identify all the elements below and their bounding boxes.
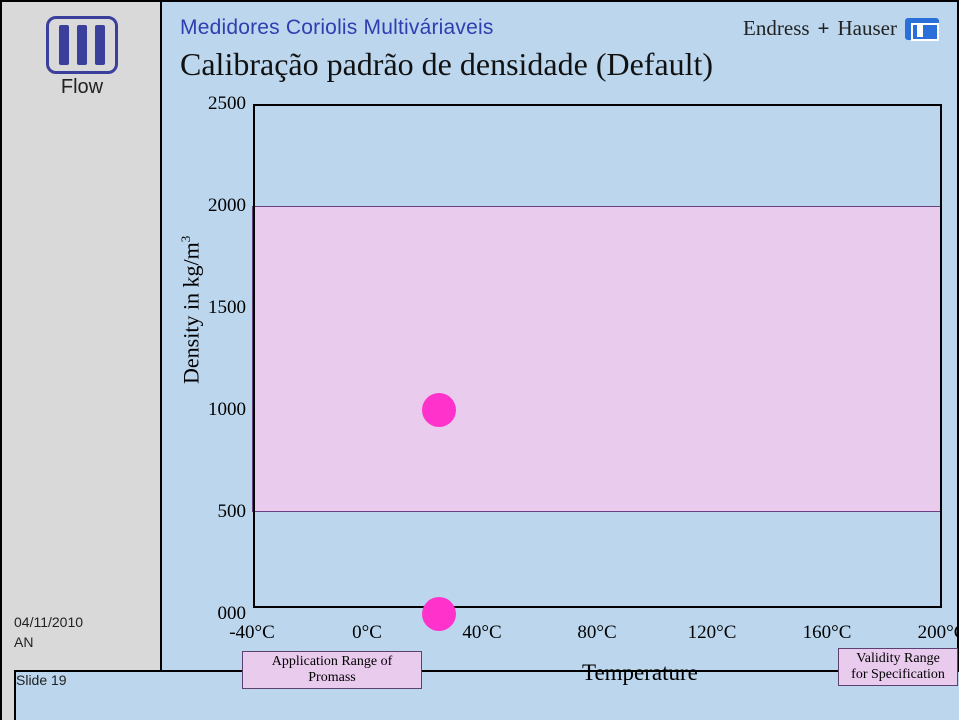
brand-badge-icon	[905, 18, 939, 40]
brand-plus: +	[818, 16, 830, 41]
x-tick: 80°C	[577, 622, 616, 644]
brand-name-2: Hauser	[838, 16, 897, 41]
y-tick: 2500	[186, 93, 246, 115]
y-tick: 1500	[186, 297, 246, 319]
flow-icon	[46, 16, 118, 74]
chart: Density in kg/m3 2500200015001000500000-…	[182, 104, 952, 664]
x-tick: 120°C	[688, 622, 737, 644]
flow-block: Flow	[36, 16, 128, 99]
slide: Flow Medidores Coriolis Multiváriaveis C…	[0, 0, 959, 720]
breadcrumb: Medidores Coriolis Multiváriaveis	[180, 16, 494, 40]
plot-area: 2500200015001000500000-40°C0°C40°C80°C12…	[252, 104, 942, 614]
x-axis-label: Temperature	[582, 660, 698, 686]
chart-frame	[253, 104, 942, 608]
calibration-point	[422, 597, 456, 631]
footer-author: AN	[14, 634, 33, 650]
x-tick: 160°C	[803, 622, 852, 644]
legend-validity-range: Validity Range for Specification	[838, 648, 958, 686]
brand-logo: Endress + Hauser	[743, 16, 939, 41]
page-title: Calibração padrão de densidade (Default)	[180, 46, 713, 83]
x-tick: 40°C	[462, 622, 501, 644]
x-tick: 200°C	[918, 622, 959, 644]
sidebar: Flow	[2, 2, 162, 720]
legend-application-range: Application Range of Promass	[242, 651, 422, 689]
calibration-point	[422, 393, 456, 427]
footer-date: 04/11/2010	[14, 614, 83, 630]
y-tick: 2000	[186, 195, 246, 217]
x-tick: 0°C	[352, 622, 382, 644]
x-tick: -40°C	[229, 622, 275, 644]
y-tick: 500	[186, 501, 246, 523]
footer-slide: Slide 19	[14, 670, 959, 720]
flow-label: Flow	[36, 76, 128, 99]
brand-name-1: Endress	[743, 16, 810, 41]
y-tick: 1000	[186, 399, 246, 421]
